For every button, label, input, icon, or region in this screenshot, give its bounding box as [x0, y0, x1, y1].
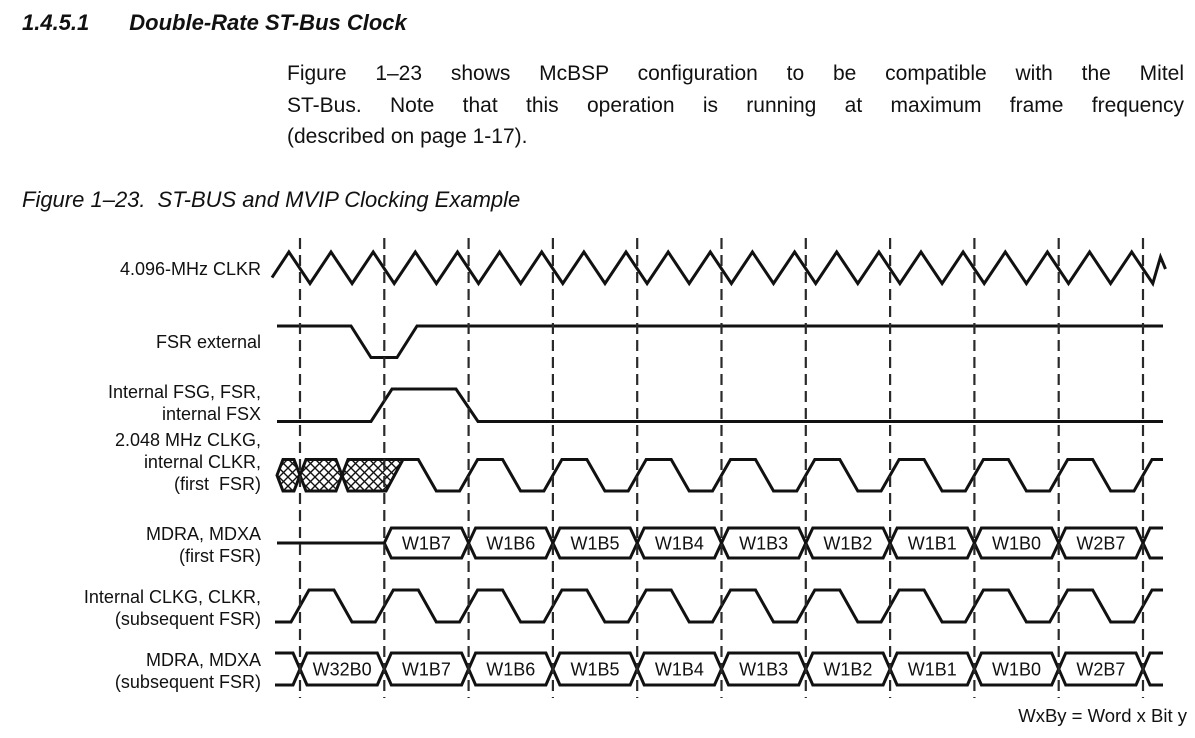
bus-cell-label: W1B1 — [908, 660, 957, 680]
waveform-clkg_first_fsr — [403, 458, 1163, 493]
bus-cell-label: W1B6 — [486, 660, 535, 680]
waveform-fsg_internal — [277, 387, 1163, 423]
section-heading: 1.4.5.1 Double-Rate ST-Bus Clock — [22, 11, 407, 35]
hatched-invalid-region — [298, 458, 344, 493]
body-line: (described on page 1-17). — [287, 125, 528, 148]
body-paragraph: Figure 1–23 shows McBSP configuration to… — [287, 58, 1184, 153]
waveform-clkg_subsequent_fsr — [275, 588, 1163, 624]
signal-label: MDRA, MDXA — [146, 524, 261, 544]
signal-label: internal CLKR, — [144, 452, 261, 472]
bus-tail-open — [1141, 526, 1163, 544]
bus-lead-open — [275, 651, 302, 687]
body-line: Figure 1–23 shows McBSP configuration to… — [287, 62, 1184, 85]
bus-cell-label: W1B3 — [739, 534, 788, 554]
signal-label: 2.048 MHz CLKG, — [115, 430, 261, 450]
bus-cell-label: W2B7 — [1076, 534, 1125, 554]
figure-caption-label: Figure 1–23. — [22, 187, 146, 212]
bus-cell-label: W1B0 — [992, 660, 1041, 680]
bus-cell-label: W32B0 — [313, 660, 372, 680]
signal-label: Internal CLKG, CLKR, — [84, 587, 261, 607]
bus-tail-open — [1141, 668, 1163, 687]
bus-cell-label: W1B4 — [655, 660, 704, 680]
bus-cell-label: W1B7 — [402, 534, 451, 554]
bus-tail-open — [1141, 651, 1163, 670]
bus-cell-label: W1B0 — [992, 534, 1041, 554]
section-number: 1.4.5.1 — [22, 10, 90, 35]
waveform-fsr_external — [277, 324, 1163, 359]
hatched-invalid-region — [275, 458, 302, 493]
hatched-invalid-region — [340, 458, 406, 493]
signal-label: Internal FSG, FSR, — [108, 382, 261, 402]
bus-cell-label: W1B1 — [908, 534, 957, 554]
bus-cell-label: W1B2 — [823, 660, 872, 680]
signal-label: (subsequent FSR) — [115, 609, 261, 629]
bus-cell-label: W1B5 — [571, 534, 620, 554]
signal-label: MDRA, MDXA — [146, 650, 261, 670]
section-title: Double-Rate ST-Bus Clock — [129, 10, 407, 35]
signal-label: (first FSR) — [179, 546, 261, 566]
signal-label: (first FSR) — [174, 474, 261, 494]
figure-caption-title: ST-BUS and MVIP Clocking Example — [157, 187, 521, 212]
figure-footnote: WxBy = Word x Bit y — [1018, 705, 1187, 726]
signal-label: 4.096-MHz CLKR — [120, 259, 261, 279]
bus-cell-label: W1B5 — [571, 660, 620, 680]
bus-cell-label: W1B7 — [402, 660, 451, 680]
bus-cell-label: W1B2 — [823, 534, 872, 554]
figure-caption: Figure 1–23. ST-BUS and MVIP Clocking Exa… — [22, 188, 520, 212]
signal-label: (subsequent FSR) — [115, 672, 261, 692]
body-line: ST-Bus. Note that this operation is runn… — [287, 93, 1184, 117]
bus-tail-open — [1141, 542, 1163, 560]
bus-cell-label: W2B7 — [1076, 660, 1125, 680]
waveform-clkr_4096 — [270, 249, 1167, 288]
bus-cell-label: W1B4 — [655, 534, 704, 554]
signal-label: FSR external — [156, 332, 261, 352]
bus-cell-label: W1B3 — [739, 660, 788, 680]
bus-cell-label: W1B6 — [486, 534, 535, 554]
signal-label: internal FSX — [162, 404, 261, 424]
